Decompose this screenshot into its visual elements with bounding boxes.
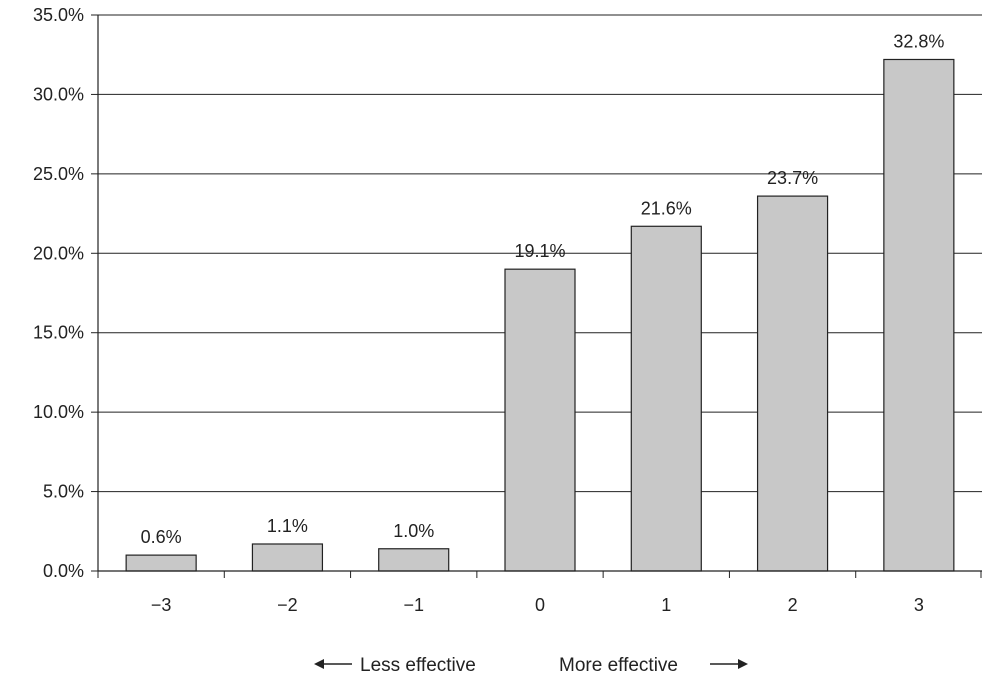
x-tick-label: −2	[277, 595, 298, 615]
bar	[630, 225, 702, 572]
bar-data-label: 0.6%	[141, 527, 182, 547]
x-tick-label: −1	[403, 595, 424, 615]
bar	[378, 548, 450, 572]
bar	[504, 268, 576, 572]
y-tick-label: 20.0%	[33, 243, 84, 263]
y-tick-label: 15.0%	[33, 323, 84, 343]
x-tick-label: 0	[535, 595, 545, 615]
more-effective-arrow-icon	[738, 659, 748, 669]
y-tick-label: 0.0%	[43, 561, 84, 581]
bar-data-label: 19.1%	[514, 241, 565, 261]
y-tick-label: 10.0%	[33, 402, 84, 422]
x-tick-label: 2	[788, 595, 798, 615]
x-tick-label: 1	[661, 595, 671, 615]
data-labels: 0.6% 1.1% 1.0% 19.1% 21.6% 23.7% 32.8%	[141, 31, 945, 547]
bar-data-label: 21.6%	[641, 198, 692, 218]
x-axis-ticks: −3 −2 −1 0 1 2 3	[97, 571, 982, 615]
less-effective-arrow-icon	[314, 659, 324, 669]
y-axis-ticks: 0.0% 5.0% 10.0% 15.0% 20.0% 25.0% 30.0% 35.0%	[33, 5, 98, 581]
x-tick-label: −3	[151, 595, 172, 615]
axes	[97, 15, 982, 572]
y-tick-label: 30.0%	[33, 84, 84, 104]
bar-data-label: 32.8%	[893, 31, 944, 51]
bar	[251, 543, 324, 572]
less-effective-label: Less effective	[360, 655, 476, 676]
bar	[883, 58, 955, 572]
more-effective-label: More effective	[559, 655, 678, 676]
y-tick-label: 5.0%	[43, 482, 84, 502]
bar	[125, 554, 197, 572]
x-tick-label: 3	[914, 595, 924, 615]
effectiveness-direction: Less effective More effective	[314, 655, 748, 676]
bar-data-label: 1.0%	[393, 521, 434, 541]
bar	[756, 195, 829, 572]
y-tick-label: 35.0%	[33, 5, 84, 25]
bars	[125, 58, 955, 572]
bar-data-label: 1.1%	[267, 516, 308, 536]
bar-data-label: 23.7%	[767, 168, 818, 188]
y-tick-label: 25.0%	[33, 164, 84, 184]
